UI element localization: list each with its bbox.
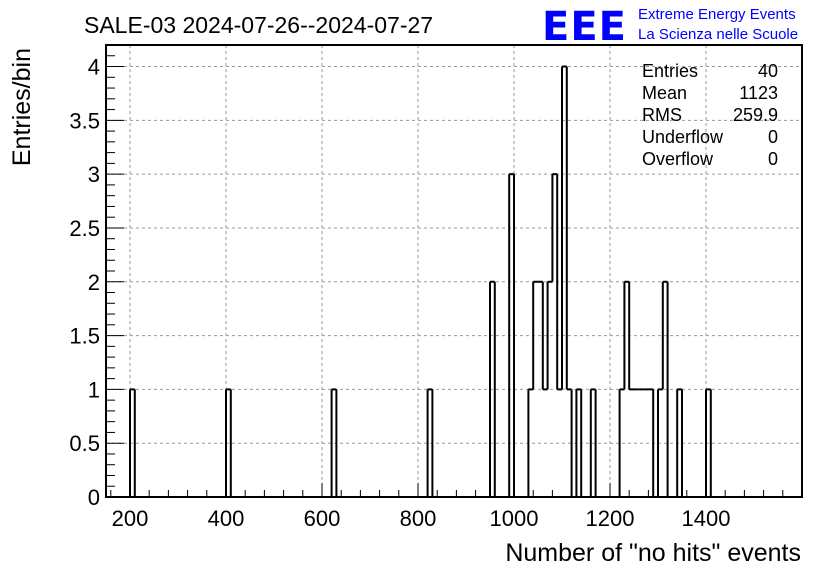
y-tick-label: 3.5 [69,108,100,133]
y-tick-label: 2 [88,270,100,295]
eee-logo: EEE Extreme Energy Events La Scienza nel… [542,4,798,50]
stats-label: Entries [642,61,698,81]
x-tick-label: 1400 [682,506,731,531]
stats-value: 40 [758,61,778,81]
y-tick-label: 3 [88,162,100,187]
stats-label: Underflow [642,127,724,147]
stats-value: 0 [768,149,778,169]
y-tick-label: 1 [88,377,100,402]
y-tick-label: 2.5 [69,216,100,241]
y-tick-label: 0.5 [69,431,100,456]
logo-line1: Extreme Energy Events [638,6,796,23]
stats-label: RMS [642,105,682,125]
axes [105,44,803,498]
grid-lines [106,45,802,497]
histogram-bins [129,65,712,497]
logo-mark: EEE [542,4,627,50]
x-tick-label: 200 [112,506,149,531]
x-tick-label: 1000 [490,506,539,531]
stats-label: Overflow [642,149,714,169]
stats-value: 259.9 [733,105,778,125]
tick-labels: 200 400 600 800 1000 1200 1400 0 0.5 1 1.5 2 2.5 3 3.5… [69,55,730,531]
stats-label: Mean [642,83,687,103]
stats-value: 1123 [739,83,778,103]
x-tick-label: 1200 [586,506,635,531]
logo-line2: La Scienza nelle Scuole [638,26,798,43]
y-tick-label: 1.5 [69,324,100,349]
x-axis-label: Number of "no hits" events [505,539,801,567]
x-tick-label: 800 [400,506,437,531]
stats-value: 0 [768,127,778,147]
chart-title: SALE-03 2024-07-26--2024-07-27 [84,12,433,38]
stats-box: Entries 40 Mean 1123 RMS 259.9 Underflow 0 Overf… [642,61,778,169]
plot-frame [105,44,803,498]
x-tick-label: 400 [208,506,245,531]
y-tick-label: 0 [88,485,100,510]
y-tick-label: 4 [88,55,100,80]
x-tick-label: 600 [304,506,341,531]
y-axis-label: Entries/bin [8,48,36,166]
